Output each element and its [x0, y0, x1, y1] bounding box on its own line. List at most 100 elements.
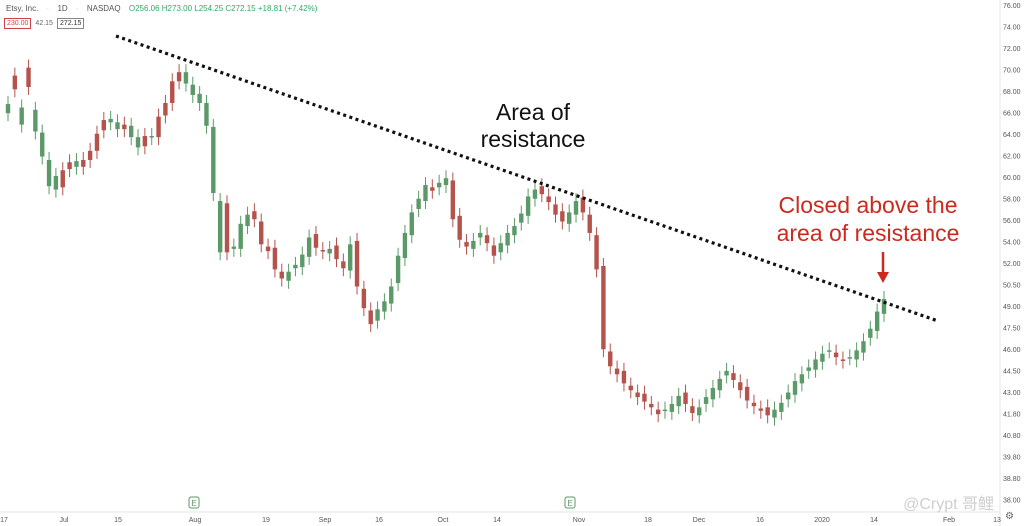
candle: [792, 373, 798, 403]
candle: [874, 303, 880, 339]
candle: [211, 118, 216, 201]
closed-above-label-line1: Closed above the: [778, 192, 957, 218]
candle: [436, 174, 442, 196]
candle: [662, 401, 668, 419]
candle: [272, 239, 278, 278]
candle: [765, 399, 770, 424]
candle: [217, 193, 223, 261]
interval[interactable]: 1D: [57, 4, 68, 13]
candle: [498, 235, 503, 261]
candle: [354, 232, 360, 295]
y-tick-label: 47.50: [1003, 326, 1021, 333]
candle: [608, 343, 613, 375]
y-tick-label: 39.80: [1003, 455, 1021, 462]
candle: [12, 67, 18, 98]
candle: [197, 85, 202, 111]
y-tick-label: 44.50: [1003, 369, 1021, 376]
candle: [525, 188, 531, 224]
candle: [53, 167, 59, 198]
candle: [19, 99, 24, 133]
candle: [327, 240, 332, 262]
candle: [724, 362, 729, 384]
y-tick-label: 64.00: [1003, 132, 1021, 139]
candle: [347, 236, 353, 279]
candle: [744, 378, 750, 409]
candle: [128, 117, 134, 146]
candle: [375, 301, 380, 329]
candle: [840, 351, 846, 369]
settings-gear-icon[interactable]: ⚙: [1005, 511, 1014, 522]
candle: [183, 64, 189, 92]
candle: [341, 253, 346, 277]
candle: [847, 349, 852, 366]
y-tick-label: 68.00: [1003, 89, 1021, 96]
candle: [279, 263, 284, 287]
buy-price-box[interactable]: 272.15: [56, 18, 85, 29]
candle: [601, 258, 606, 358]
candle: [67, 154, 72, 178]
candle: [717, 370, 722, 399]
sell-price-box[interactable]: 230.00: [4, 18, 32, 29]
x-tick-label: 16: [756, 517, 764, 524]
candle: [642, 385, 647, 410]
candle: [813, 351, 818, 378]
candle: [170, 73, 175, 111]
candle: [395, 247, 401, 292]
x-tick-label: 13: [993, 517, 1001, 524]
y-tick-label: 46.00: [1003, 347, 1021, 354]
resistance-label-line1: Area of: [496, 99, 571, 125]
candle: [33, 101, 38, 140]
x-tick-label: 17: [0, 517, 8, 524]
candle: [491, 237, 497, 264]
candle: [361, 280, 367, 317]
y-tick-label: 52.00: [1003, 261, 1021, 268]
y-tick-label: 62.00: [1003, 154, 1021, 161]
candle: [389, 278, 394, 312]
candle: [416, 190, 421, 217]
candle: [628, 377, 633, 399]
y-tick-label: 41.80: [1003, 412, 1021, 419]
earnings-marker[interactable]: E: [564, 496, 576, 509]
y-tick-label: 56.00: [1003, 218, 1021, 225]
candle: [751, 394, 757, 415]
y-tick-label: 50.50: [1003, 283, 1021, 290]
candle: [881, 291, 887, 322]
candle: [560, 203, 565, 230]
y-tick-label: 38.80: [1003, 476, 1021, 483]
spread-value: 42.15: [35, 20, 53, 27]
candle: [108, 110, 113, 131]
earnings-marker[interactable]: E: [188, 496, 200, 509]
candle: [635, 384, 640, 406]
candle: [738, 374, 743, 399]
candle: [74, 153, 79, 175]
candle: [231, 238, 237, 257]
symbol-name[interactable]: Etsy, Inc.: [6, 4, 39, 13]
candle: [690, 398, 695, 422]
candle: [505, 224, 510, 254]
candle: [430, 179, 435, 199]
candle: [464, 234, 469, 255]
candle: [142, 128, 148, 155]
candle: [614, 360, 620, 383]
x-tick-label: Sep: [319, 517, 332, 524]
x-tick-label: Oct: [438, 517, 449, 524]
candle: [546, 188, 551, 211]
y-tick-label: 54.00: [1003, 240, 1021, 247]
candle: [697, 399, 702, 424]
candle: [799, 366, 805, 392]
candle: [553, 196, 558, 223]
candle: [532, 181, 538, 207]
y-tick-label: 70.00: [1003, 68, 1021, 75]
candle: [833, 344, 839, 366]
candle: [5, 96, 11, 122]
candle: [46, 151, 52, 195]
candle: [806, 359, 811, 379]
candle: [779, 394, 784, 420]
x-tick-label: 18: [644, 517, 652, 524]
candle: [122, 116, 127, 138]
candle: [265, 238, 271, 260]
candle: [334, 237, 339, 268]
candle: [519, 205, 524, 231]
candle: [87, 142, 93, 168]
